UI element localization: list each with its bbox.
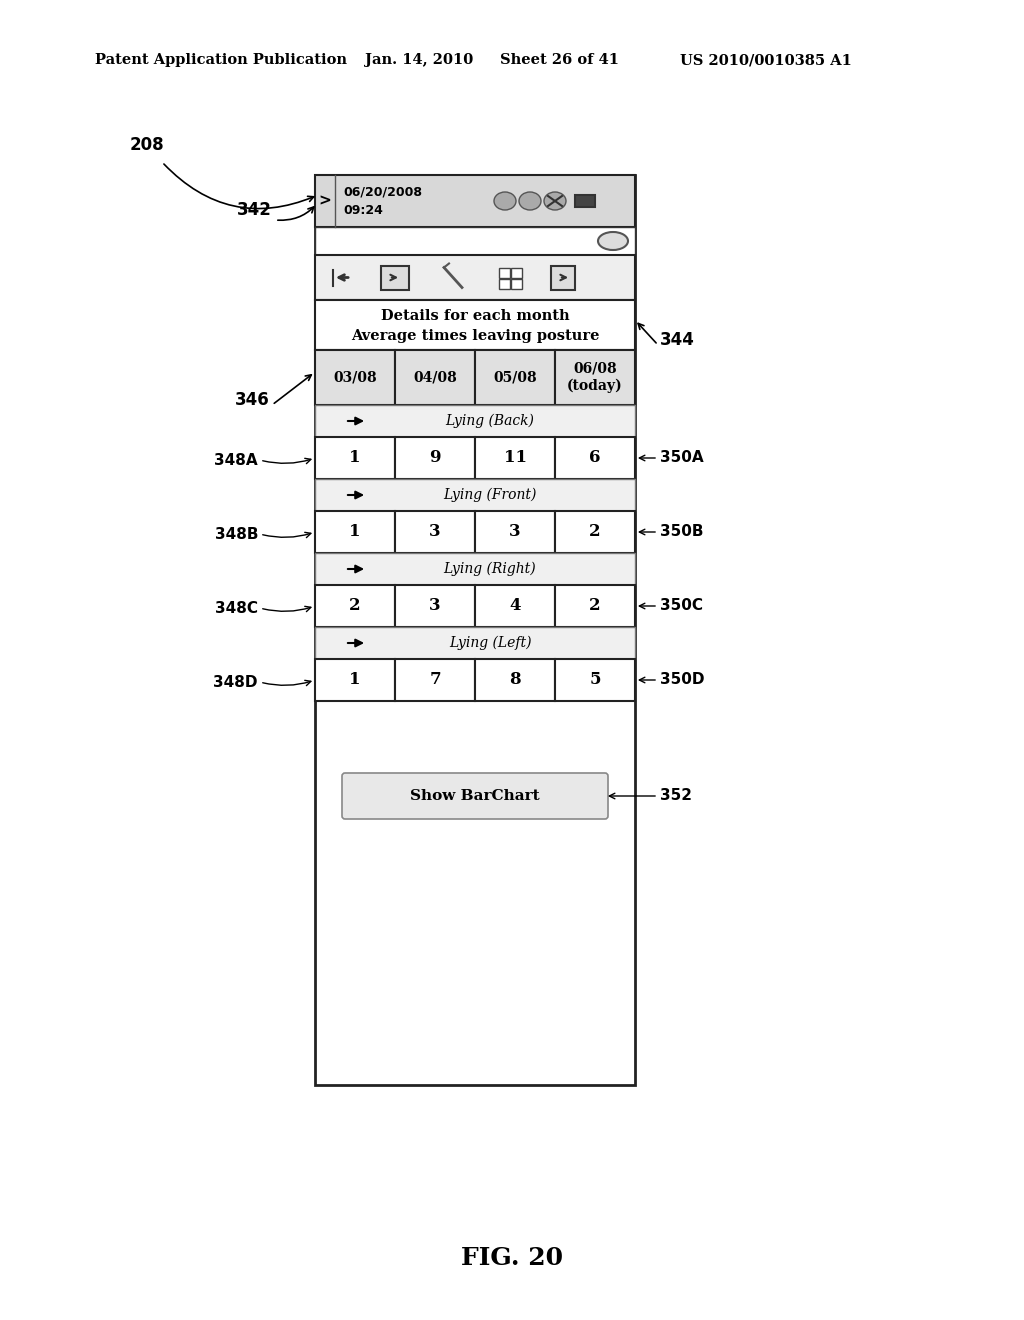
Text: 350A: 350A	[660, 450, 703, 466]
Text: 3: 3	[509, 524, 521, 540]
Bar	[555, 511, 635, 553]
Text: 09:24: 09:24	[343, 205, 383, 218]
Text: Patent Application Publication: Patent Application Publication	[95, 53, 347, 67]
Bar	[315, 479, 635, 511]
Text: >: >	[318, 194, 332, 209]
Bar	[315, 553, 635, 585]
Text: 7: 7	[429, 672, 440, 689]
Bar	[475, 437, 555, 479]
Text: 346: 346	[236, 391, 270, 409]
Text: FIG. 20: FIG. 20	[461, 1246, 563, 1270]
Bar	[395, 437, 475, 479]
Text: 2: 2	[349, 598, 360, 615]
Text: 350B: 350B	[660, 524, 703, 540]
Bar	[315, 659, 395, 701]
Bar	[551, 265, 575, 289]
Bar	[315, 300, 635, 350]
Text: 03/08: 03/08	[333, 371, 377, 384]
Text: 348B: 348B	[214, 527, 258, 541]
Bar	[475, 511, 555, 553]
Text: 06/20/2008: 06/20/2008	[343, 186, 422, 198]
Text: US 2010/0010385 A1: US 2010/0010385 A1	[680, 53, 852, 67]
Bar	[315, 176, 635, 1085]
Bar	[381, 265, 409, 289]
Text: 3: 3	[429, 524, 440, 540]
Bar	[315, 405, 635, 437]
Bar	[511, 268, 522, 277]
Ellipse shape	[519, 191, 541, 210]
Bar	[555, 437, 635, 479]
Bar	[395, 585, 475, 627]
Text: 350C: 350C	[660, 598, 703, 614]
FancyBboxPatch shape	[342, 774, 608, 818]
Text: 2: 2	[589, 524, 601, 540]
Bar	[475, 350, 555, 405]
Bar	[315, 437, 395, 479]
Bar	[315, 627, 635, 659]
Text: Jan. 14, 2010: Jan. 14, 2010	[365, 53, 473, 67]
Text: Lying (Right): Lying (Right)	[443, 562, 537, 577]
Text: 05/08: 05/08	[494, 371, 537, 384]
Bar	[315, 585, 395, 627]
Text: 9: 9	[429, 450, 440, 466]
Text: 348A: 348A	[214, 453, 258, 467]
Bar	[555, 350, 635, 405]
Bar	[395, 511, 475, 553]
Text: 348D: 348D	[213, 675, 258, 689]
Ellipse shape	[494, 191, 516, 210]
Text: 8: 8	[509, 672, 521, 689]
Bar	[499, 268, 510, 277]
Text: 06/08
(today): 06/08 (today)	[567, 362, 623, 393]
Bar	[315, 227, 635, 255]
Text: Show BarChart: Show BarChart	[411, 789, 540, 803]
Text: 3: 3	[429, 598, 440, 615]
Text: 1: 1	[349, 524, 360, 540]
Text: 4: 4	[509, 598, 521, 615]
Text: 350D: 350D	[660, 672, 705, 688]
Ellipse shape	[598, 232, 628, 249]
Bar	[315, 176, 635, 227]
Text: Lying (Left): Lying (Left)	[449, 636, 531, 651]
Text: Details for each month: Details for each month	[381, 309, 569, 323]
Text: 1: 1	[349, 450, 360, 466]
Text: 348C: 348C	[215, 601, 258, 615]
Bar	[499, 279, 510, 289]
Bar	[315, 255, 635, 300]
Text: 11: 11	[504, 450, 526, 466]
Text: 6: 6	[589, 450, 601, 466]
Text: 352: 352	[660, 788, 692, 804]
Text: Lying (Back): Lying (Back)	[445, 413, 535, 428]
Bar	[475, 585, 555, 627]
Bar	[315, 511, 395, 553]
Text: 5: 5	[589, 672, 601, 689]
Text: 04/08: 04/08	[413, 371, 457, 384]
Text: 342: 342	[238, 201, 272, 219]
Bar	[511, 279, 522, 289]
Bar	[575, 195, 595, 207]
Ellipse shape	[544, 191, 566, 210]
Bar	[555, 659, 635, 701]
Text: 208: 208	[130, 136, 165, 154]
Text: 1: 1	[349, 672, 360, 689]
Text: 2: 2	[589, 598, 601, 615]
Text: Average times leaving posture: Average times leaving posture	[351, 329, 599, 343]
Text: 344: 344	[660, 331, 695, 348]
Bar	[395, 350, 475, 405]
Text: Lying (Front): Lying (Front)	[443, 488, 537, 502]
Text: Sheet 26 of 41: Sheet 26 of 41	[500, 53, 618, 67]
Bar	[555, 585, 635, 627]
Bar	[395, 659, 475, 701]
Bar	[315, 350, 395, 405]
Bar	[475, 659, 555, 701]
